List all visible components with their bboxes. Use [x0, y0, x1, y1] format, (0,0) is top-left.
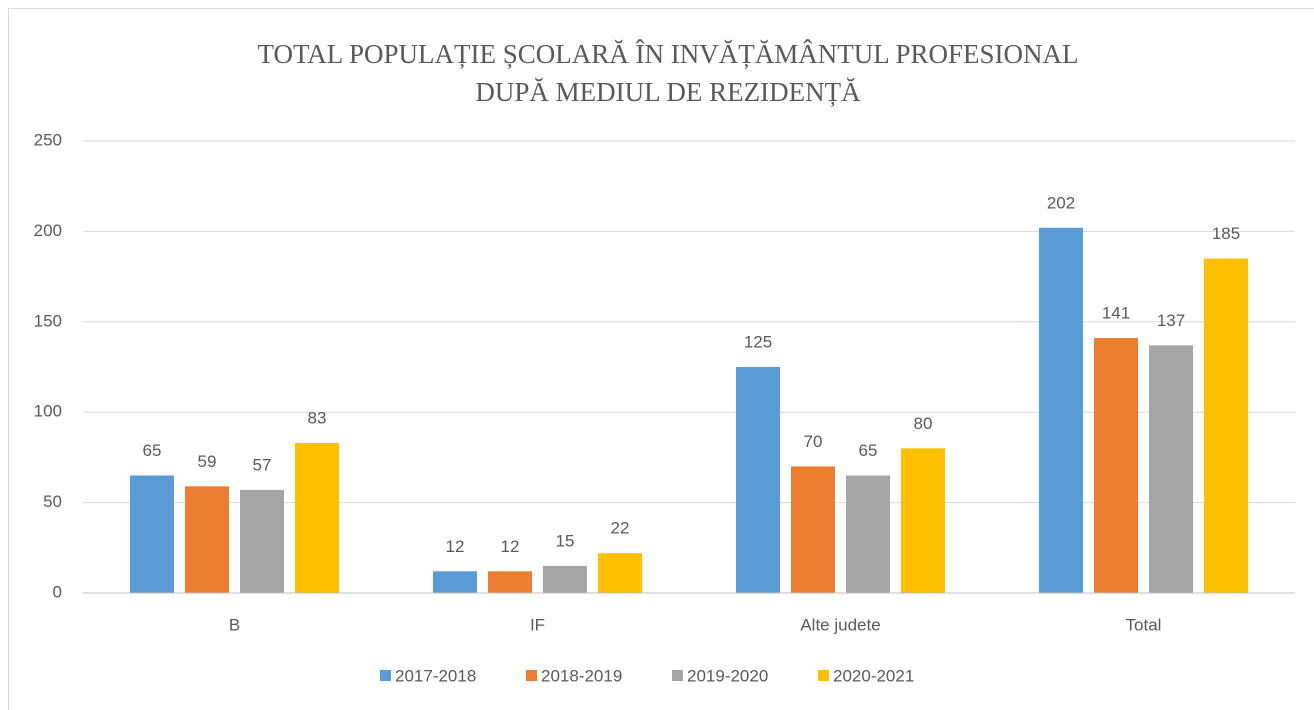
data-label: 125: [744, 332, 772, 351]
data-label: 59: [198, 452, 217, 471]
data-label: 80: [914, 414, 933, 433]
legend-label: 2020-2021: [833, 666, 914, 685]
y-tick-label: 150: [34, 311, 62, 330]
chart-title: TOTAL POPULAȚIE ȘCOLARĂ ÎN INVĂȚĂMÂNTUL …: [257, 39, 1078, 69]
data-label: 70: [804, 432, 823, 451]
bar: [736, 367, 780, 593]
x-tick-label: IF: [530, 615, 545, 634]
bar: [791, 466, 835, 593]
y-tick-label: 100: [34, 402, 62, 421]
x-tick-label: B: [229, 615, 240, 634]
y-tick-label: 250: [34, 130, 62, 149]
bar: [185, 486, 229, 593]
legend-swatch: [818, 670, 829, 681]
legend-swatch: [380, 670, 391, 681]
bar: [598, 553, 642, 593]
bar: [846, 475, 890, 593]
legend-label: 2019-2020: [687, 666, 768, 685]
bar: [901, 448, 945, 593]
legend-swatch: [672, 670, 683, 681]
bar: [1094, 338, 1138, 593]
bar: [433, 571, 477, 593]
legend-swatch: [526, 670, 537, 681]
bar: [240, 489, 284, 593]
bar: [543, 565, 587, 593]
bar: [1204, 258, 1248, 593]
data-label: 141: [1102, 304, 1130, 323]
data-label: 12: [501, 537, 520, 556]
bar: [488, 571, 532, 593]
chart-title: DUPĂ MEDIUL DE REZIDENȚĂ: [475, 77, 861, 107]
data-label: 12: [446, 537, 465, 556]
data-label: 65: [143, 441, 162, 460]
data-label: 22: [611, 519, 630, 538]
bar: [1149, 345, 1193, 593]
bar: [295, 442, 339, 593]
bar: [130, 475, 174, 593]
y-tick-label: 200: [34, 221, 62, 240]
x-tick-label: Total: [1126, 615, 1162, 634]
data-label: 57: [253, 455, 272, 474]
data-label: 137: [1157, 311, 1185, 330]
y-tick-label: 50: [43, 492, 62, 511]
y-tick-label: 0: [53, 582, 62, 601]
data-label: 185: [1212, 224, 1240, 243]
legend-label: 2017-2018: [395, 666, 476, 685]
data-label: 65: [859, 441, 878, 460]
data-label: 83: [308, 408, 327, 427]
data-label: 15: [556, 531, 575, 550]
chart-border: [8, 8, 1314, 710]
x-tick-label: Alte judete: [800, 615, 880, 634]
bar: [1039, 227, 1083, 593]
data-label: 202: [1047, 193, 1075, 212]
legend-label: 2018-2019: [541, 666, 622, 685]
